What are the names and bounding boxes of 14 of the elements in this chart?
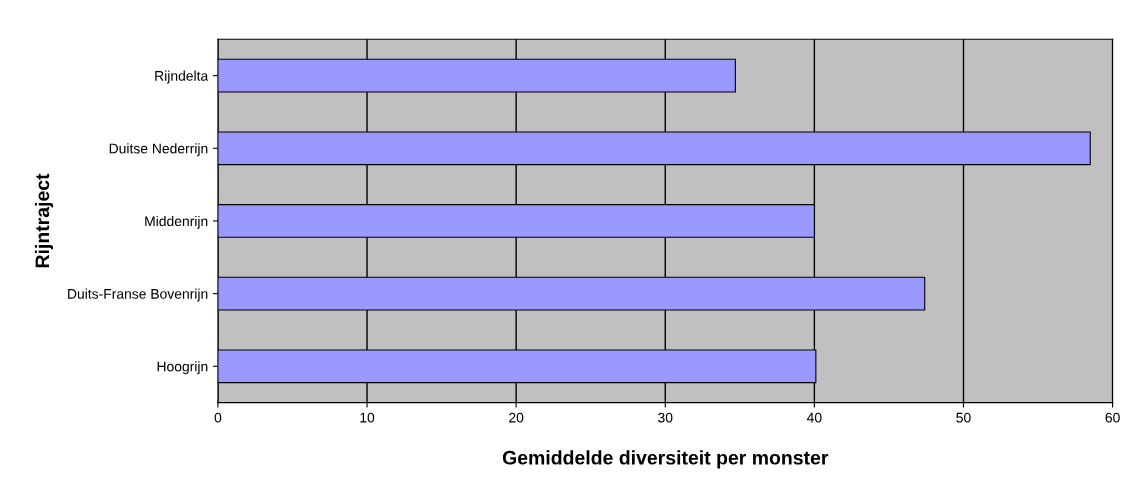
y-tick-label: Duits-Franse Bovenrijn [68,288,208,302]
y-tick-label: Rijndelta [155,70,209,84]
x-tick-label: 10 [360,412,375,423]
y-axis-title: Rijntraject [34,173,54,268]
y-tick-label: Middenrijn [145,215,208,229]
x-tick-label: 20 [509,412,524,423]
x-tick-label: 50 [956,412,971,423]
x-tick-label: 0 [214,412,222,423]
y-tick-label: Duitse Nederrijn [109,143,208,157]
y-tick-label: Hoogrijn [157,361,208,375]
x-tick-label: 30 [658,412,673,423]
x-tick-label: 60 [1105,412,1120,423]
x-tick-label: 40 [806,412,822,423]
x-axis-title: Gemiddelde diversiteit per monster [502,450,829,469]
